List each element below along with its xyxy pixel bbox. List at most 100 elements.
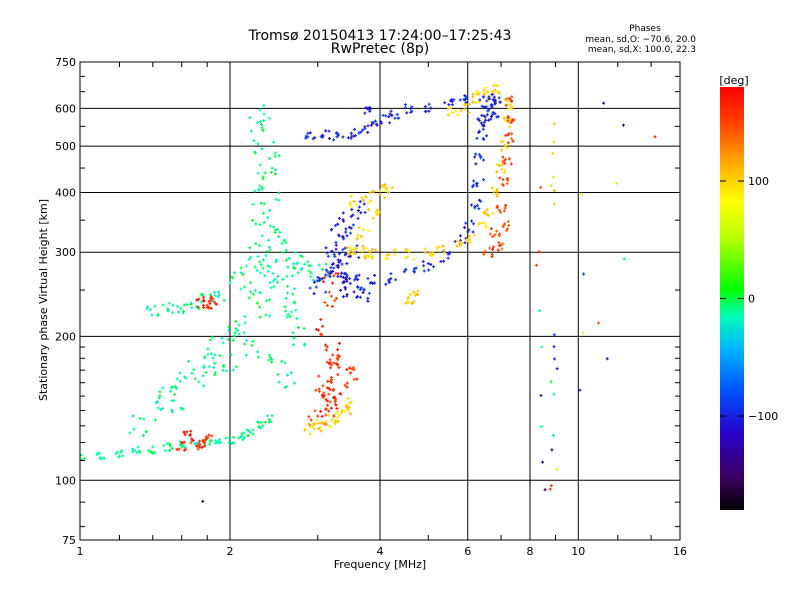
data-point	[384, 189, 388, 193]
data-point	[510, 106, 514, 110]
data-point	[244, 264, 248, 268]
data-point	[505, 182, 509, 186]
data-point	[224, 436, 228, 440]
data-point	[272, 285, 276, 289]
data-point	[268, 156, 272, 160]
data-point	[447, 112, 451, 116]
data-point	[476, 223, 480, 227]
data-point	[350, 367, 354, 371]
data-point	[183, 433, 187, 437]
y-tick-label: 200	[55, 330, 76, 343]
data-point	[184, 447, 188, 451]
data-point	[259, 201, 263, 205]
y-tick-label: 750	[55, 56, 76, 69]
data-point	[362, 254, 366, 258]
data-point	[265, 250, 269, 254]
data-point	[182, 303, 186, 307]
data-point	[173, 392, 177, 396]
data-point	[274, 168, 278, 172]
data-point	[237, 436, 241, 440]
data-point	[412, 300, 416, 304]
data-point	[295, 317, 299, 321]
data-point	[537, 250, 541, 254]
data-point	[387, 115, 391, 119]
data-point	[273, 154, 277, 158]
data-point	[357, 226, 361, 230]
data-point	[258, 108, 262, 112]
data-point	[346, 396, 350, 400]
data-point	[268, 314, 272, 318]
data-point	[403, 106, 407, 110]
data-point	[270, 358, 274, 362]
data-point	[363, 256, 367, 260]
data-point	[115, 450, 119, 454]
data-point	[171, 385, 175, 389]
data-point	[268, 265, 272, 269]
data-point	[314, 285, 318, 289]
x-tick-label: 6	[464, 545, 471, 558]
data-point	[271, 279, 275, 283]
data-point	[171, 303, 175, 307]
data-point	[250, 343, 254, 347]
data-point	[257, 188, 261, 192]
data-point	[249, 290, 253, 294]
data-point	[197, 380, 201, 384]
data-point	[344, 403, 348, 407]
data-point	[482, 120, 486, 124]
data-point	[330, 378, 334, 382]
data-point	[427, 268, 431, 272]
data-point	[498, 243, 502, 247]
data-point	[308, 286, 312, 290]
data-point	[281, 251, 285, 255]
data-point	[552, 202, 556, 206]
data-point	[509, 162, 513, 166]
data-point	[489, 104, 493, 108]
data-point	[329, 381, 333, 385]
data-point	[213, 301, 217, 305]
data-point	[194, 444, 198, 448]
data-point	[317, 263, 321, 267]
data-point	[208, 442, 212, 446]
data-point	[243, 285, 247, 289]
data-point	[375, 208, 379, 212]
data-point	[329, 272, 333, 276]
data-point	[352, 377, 356, 381]
data-point	[493, 88, 497, 92]
data-point	[477, 100, 481, 104]
data-point	[227, 325, 231, 329]
data-point	[274, 172, 278, 176]
data-point	[287, 256, 291, 260]
data-point	[470, 219, 474, 223]
data-point	[495, 162, 499, 166]
data-point	[221, 368, 225, 372]
data-point	[195, 298, 199, 302]
data-point	[272, 225, 276, 229]
data-point	[277, 198, 281, 202]
data-point	[119, 450, 123, 454]
data-point	[396, 116, 400, 120]
data-point	[333, 223, 337, 227]
data-point	[117, 455, 121, 459]
data-point	[222, 363, 226, 367]
data-point	[277, 191, 281, 195]
data-point	[485, 113, 489, 117]
data-point	[429, 262, 433, 266]
data-point	[270, 414, 274, 418]
data-point	[366, 124, 370, 128]
data-point	[347, 225, 351, 229]
data-point	[209, 299, 213, 303]
data-point	[312, 280, 316, 284]
data-point	[309, 264, 313, 268]
data-point	[288, 315, 292, 319]
data-point	[385, 253, 389, 257]
data-point	[99, 457, 103, 461]
data-point	[501, 155, 505, 159]
data-point	[360, 196, 364, 200]
data-point	[326, 379, 330, 383]
data-point	[344, 272, 348, 276]
data-point	[403, 268, 407, 272]
chart-title: Tromsø 20150413 17:24:00–17:25:43	[248, 28, 512, 44]
data-point	[495, 229, 499, 233]
x-tick-label: 1	[77, 545, 84, 558]
axis-ticks: 1 2 4 6 8 10 16 75 100 200 300 400 500 600 750	[55, 56, 687, 558]
